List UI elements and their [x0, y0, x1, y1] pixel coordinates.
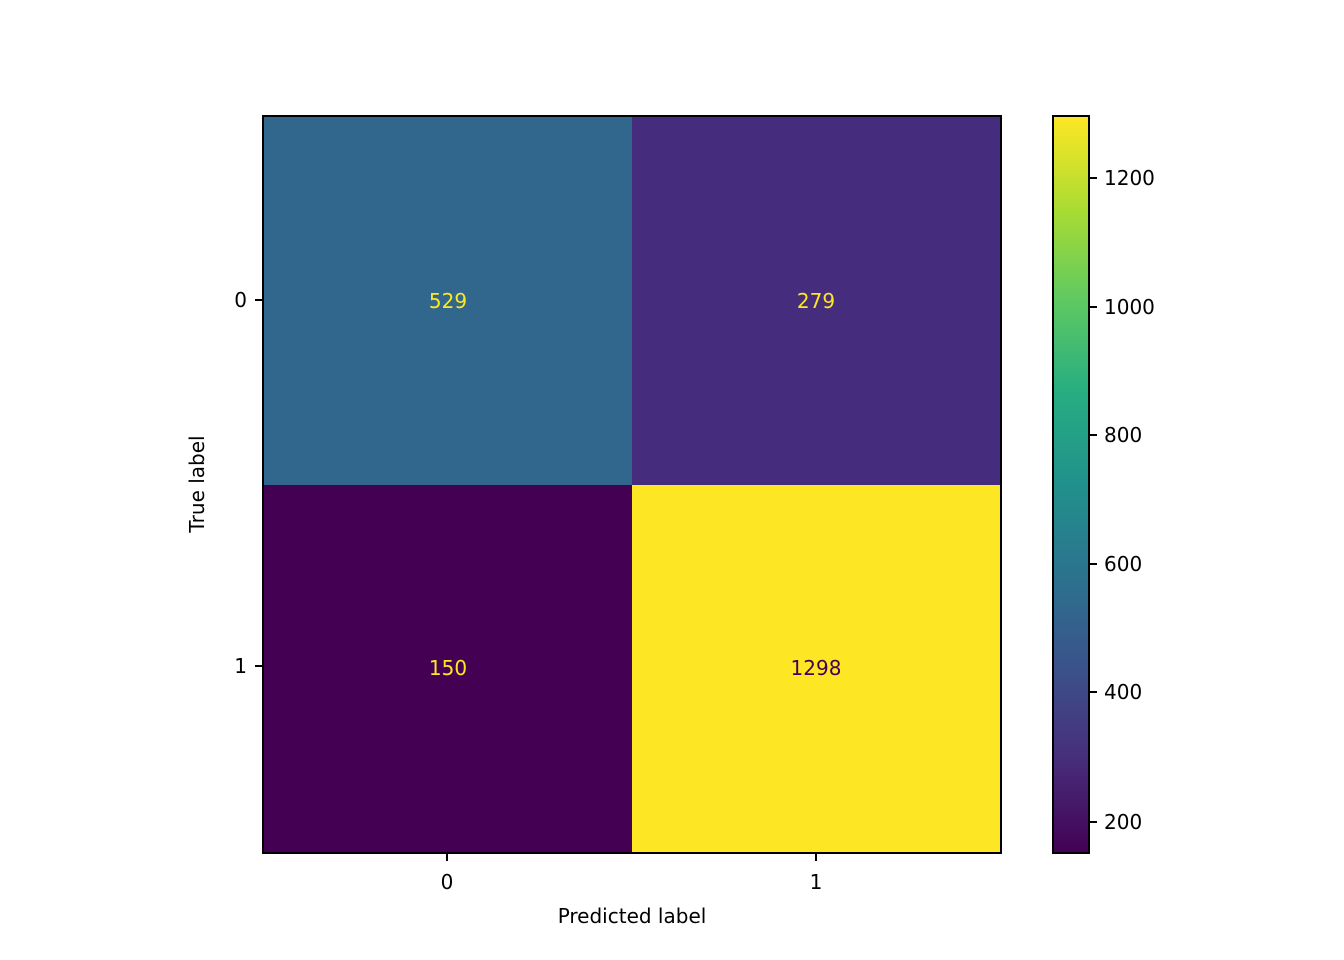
y-tick-mark-1 [255, 665, 262, 667]
matrix-cell-r1c1: 1298 [632, 484, 1000, 852]
colorbar-tick-mark-600 [1090, 563, 1097, 565]
x-tick-label-0: 0 [440, 870, 454, 894]
matrix-cell-value: 279 [796, 288, 836, 313]
heatmap-plot-area: 529 279 150 1298 [262, 115, 1002, 854]
colorbar-tick-label-600: 600 [1104, 552, 1143, 576]
colorbar-tick-label-800: 800 [1104, 423, 1143, 447]
matrix-cell-r1c0: 150 [264, 484, 632, 852]
colorbar-tick-mark-200 [1090, 821, 1097, 823]
matrix-cell-r0c1: 279 [632, 117, 1000, 485]
colorbar-tick-label-400: 400 [1104, 680, 1143, 704]
y-tick-label-0: 0 [234, 288, 247, 312]
colorbar-tick-label-200: 200 [1104, 810, 1143, 834]
matrix-cell-value: 529 [428, 288, 468, 313]
y-tick-mark-0 [255, 299, 262, 301]
y-axis-label: True label [185, 435, 209, 533]
x-axis-label: Predicted label [557, 904, 707, 928]
colorbar-gradient [1052, 115, 1090, 854]
y-tick-label-1: 1 [234, 654, 247, 678]
matrix-cell-value: 150 [428, 656, 468, 681]
colorbar-tick-mark-400 [1090, 691, 1097, 693]
x-tick-mark-1 [815, 854, 817, 861]
colorbar-tick-label-1000: 1000 [1104, 295, 1155, 319]
x-tick-label-1: 1 [809, 870, 823, 894]
matrix-cell-value: 1298 [790, 656, 842, 681]
x-tick-mark-0 [446, 854, 448, 861]
colorbar-tick-mark-1000 [1090, 306, 1097, 308]
colorbar-tick-mark-800 [1090, 434, 1097, 436]
colorbar-tick-label-1200: 1200 [1104, 166, 1155, 190]
colorbar-tick-mark-1200 [1090, 177, 1097, 179]
matrix-cell-r0c0: 529 [264, 117, 632, 485]
